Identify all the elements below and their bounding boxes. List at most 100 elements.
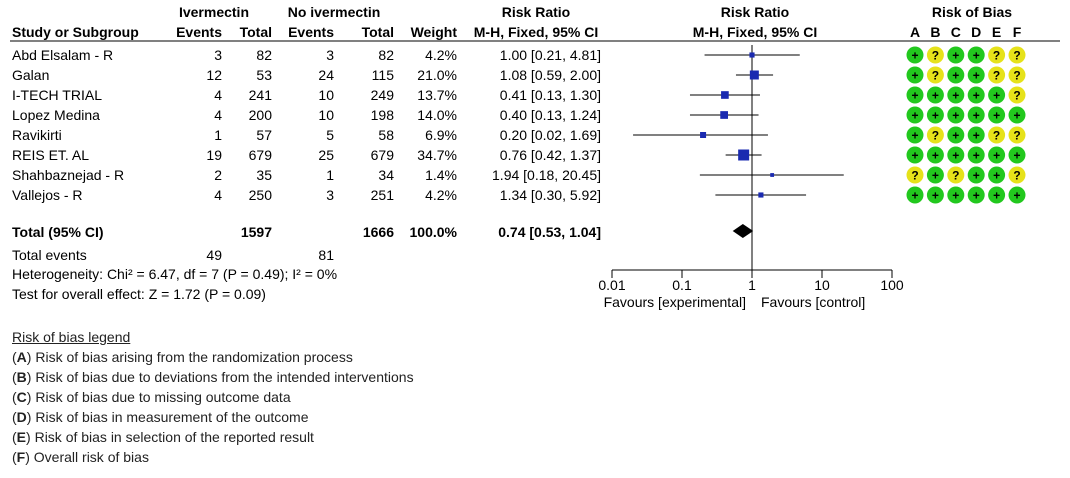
svg-text:+: + (952, 69, 959, 83)
study-name: REIS ET. AL (12, 147, 89, 163)
svg-text:?: ? (911, 169, 918, 183)
legend-item-text: Risk of bias due to deviations from the … (35, 369, 414, 385)
legend-item-letter: B (16, 369, 27, 385)
svg-text:+: + (911, 69, 918, 83)
total-control: 58 (378, 127, 394, 143)
svg-text:+: + (952, 89, 959, 103)
some-concerns-icon: ? (1008, 86, 1026, 104)
legend-item-text: Risk of bias in selection of the reporte… (34, 429, 314, 445)
total-weight: 100.0% (410, 224, 458, 240)
svg-text:+: + (993, 89, 1000, 103)
svg-text:?: ? (1013, 169, 1020, 183)
group1-header: Ivermectin (179, 4, 249, 20)
low-risk-icon: + (906, 126, 924, 144)
svg-text:+: + (993, 169, 1000, 183)
favours-right: Favours [control] (761, 294, 865, 310)
some-concerns-icon: ? (926, 126, 944, 144)
total2-header: Total (362, 24, 394, 40)
weight-value: 4.2% (425, 47, 457, 63)
risk-ratio-ci: 0.20 [0.02, 1.69] (500, 127, 601, 143)
table-row: Ravikirti 1 57 5 58 6.9% 0.20 [0.02, 1.69] (12, 127, 601, 143)
events-experimental: 2 (214, 167, 222, 183)
table-row: Lopez Medina 4 200 10 198 14.0% 0.40 [0.13, 1.… (12, 107, 601, 123)
svg-text:+: + (973, 189, 980, 203)
study-name: Galan (12, 67, 49, 83)
total-events-e2: 81 (318, 247, 334, 263)
weight-value: 21.0% (417, 67, 457, 83)
low-risk-icon: + (926, 166, 944, 184)
low-risk-icon: + (988, 146, 1006, 164)
low-risk-icon: + (947, 106, 965, 124)
legend-item-letter: E (16, 429, 27, 445)
x-tick-label: 100 (880, 277, 904, 293)
forest-plot-figure: Ivermectin No ivermectin Risk Ratio Risk… (10, 4, 1060, 310)
svg-text:+: + (932, 149, 939, 163)
point-estimate-square (758, 192, 764, 198)
weight-value: 34.7% (417, 147, 457, 163)
low-risk-icon: + (988, 106, 1006, 124)
heterogeneity-text: Heterogeneity: Chi² = 6.47, df = 7 (P = … (12, 266, 337, 282)
legend-item-text: Risk of bias in measurement of the outco… (35, 409, 309, 425)
total-control: 251 (371, 187, 395, 203)
overall-effect-text: Test for overall effect: Z = 1.72 (P = 0… (12, 286, 266, 302)
low-risk-icon: + (906, 86, 924, 104)
table-row: I-TECH TRIAL 4 241 10 249 13.7% 0.41 [0.13, 1.… (12, 87, 601, 103)
plot-title: Risk Ratio (721, 4, 789, 20)
risk-ratio-ci: 1.08 [0.59, 2.00] (500, 67, 601, 83)
low-risk-icon: + (947, 186, 965, 204)
legend-item-letter: D (16, 409, 27, 425)
events-experimental: 4 (214, 187, 222, 203)
x-tick-label: 10 (814, 277, 830, 293)
events-control: 5 (326, 127, 334, 143)
some-concerns-icon: ? (1008, 166, 1026, 184)
legend-item: (A) Risk of bias arising from the random… (12, 349, 353, 365)
svg-text:+: + (973, 49, 980, 63)
some-concerns-icon: ? (906, 166, 924, 184)
some-concerns-icon: ? (988, 46, 1006, 64)
low-risk-icon: + (947, 146, 965, 164)
total-label: Total (95% CI) (12, 224, 104, 240)
svg-text:?: ? (932, 129, 939, 143)
low-risk-icon: + (947, 126, 965, 144)
low-risk-icon: + (967, 126, 985, 144)
total-experimental: 57 (256, 127, 272, 143)
risk-of-bias-legend: Risk of bias legend (A) Risk of bias ari… (12, 327, 414, 467)
total-events-label: Total events (12, 247, 87, 263)
svg-text:+: + (932, 169, 939, 183)
svg-text:?: ? (1013, 89, 1020, 103)
legend-item: (D) Risk of bias in measurement of the o… (12, 409, 309, 425)
events-control: 24 (318, 67, 334, 83)
point-estimate-square (738, 149, 750, 161)
total-experimental: 35 (256, 167, 272, 183)
legend-item: (C) Risk of bias due to missing outcome … (12, 389, 291, 405)
events2-header: Events (288, 24, 334, 40)
svg-text:?: ? (993, 49, 1000, 63)
rr-title: Risk Ratio (502, 4, 570, 20)
point-estimate-square (721, 91, 729, 99)
low-risk-icon: + (926, 186, 944, 204)
events-experimental: 4 (214, 87, 222, 103)
svg-text:?: ? (1013, 129, 1020, 143)
svg-text:?: ? (1013, 69, 1020, 83)
table-row: REIS ET. AL 19 679 25 679 34.7% 0.76 [0.42, 1.… (12, 147, 601, 163)
events-control: 25 (318, 147, 334, 163)
events-control: 3 (326, 47, 334, 63)
total-control: 679 (371, 147, 395, 163)
risk-ratio-ci: 1.34 [0.30, 5.92] (500, 187, 601, 203)
svg-text:+: + (952, 49, 959, 63)
some-concerns-icon: ? (1008, 46, 1026, 64)
risk-ratio-ci: 0.41 [0.13, 1.30] (500, 87, 601, 103)
study-name: I-TECH TRIAL (12, 87, 102, 103)
some-concerns-icon: ? (947, 166, 965, 184)
rr-method-header: M-H, Fixed, 95% CI (474, 24, 598, 40)
events-control: 10 (318, 107, 334, 123)
svg-text:+: + (973, 89, 980, 103)
svg-text:+: + (993, 109, 1000, 123)
total-experimental: 250 (249, 187, 273, 203)
legend-title: Risk of bias legend (12, 329, 131, 345)
low-risk-icon: + (967, 106, 985, 124)
svg-text:?: ? (932, 49, 939, 63)
point-estimate-square (749, 52, 755, 58)
svg-text:?: ? (993, 69, 1000, 83)
